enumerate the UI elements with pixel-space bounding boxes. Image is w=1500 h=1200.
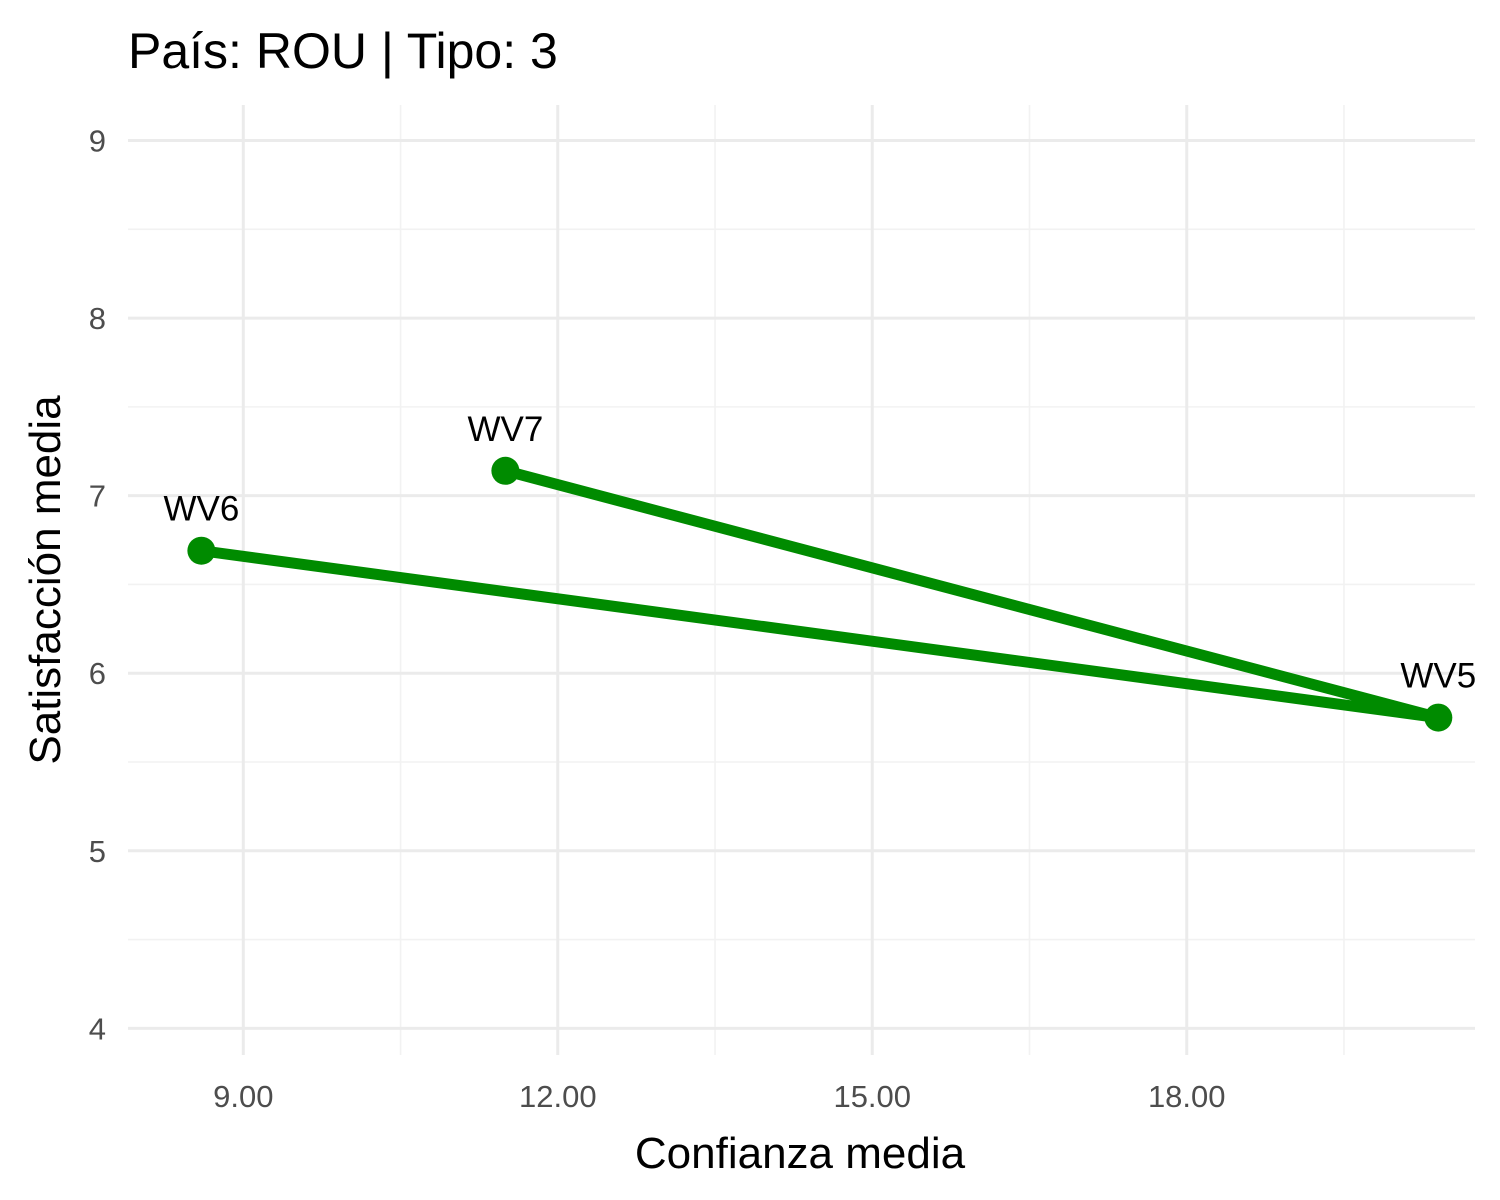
x-axis-title: Confianza media	[635, 1129, 966, 1178]
data-label-wv5: WV5	[1400, 657, 1476, 696]
y-tick-label: 9	[89, 124, 106, 159]
y-tick-label: 6	[89, 656, 106, 691]
y-tick-label: 4	[89, 1011, 106, 1046]
data-point-wv6	[187, 536, 216, 565]
y-tick-label: 5	[89, 834, 106, 869]
series-line	[195, 465, 1444, 724]
data-point-wv7	[491, 456, 520, 485]
y-axis-title: Satisfacción media	[21, 395, 70, 765]
data-point-wv5	[1424, 703, 1453, 732]
grid-minor	[128, 105, 1475, 1055]
data-points	[187, 456, 1453, 732]
data-label-wv6: WV6	[163, 490, 239, 529]
y-tick-label: 7	[89, 479, 106, 514]
x-axis-ticks: 9.00 12.00 15.00 18.00	[213, 1079, 1225, 1114]
grid-major	[128, 105, 1475, 1055]
chart-title: País: ROU | Tipo: 3	[128, 23, 558, 79]
y-tick-label: 8	[89, 301, 106, 336]
data-label-wv7: WV7	[467, 410, 543, 449]
x-tick-label: 18.00	[1148, 1079, 1226, 1114]
x-tick-label: 12.00	[519, 1079, 597, 1114]
series-path	[195, 465, 1444, 724]
x-tick-label: 9.00	[213, 1079, 273, 1114]
y-axis-ticks: 4 5 6 7 8 9	[89, 124, 106, 1047]
data-labels: WV5 WV6 WV7	[163, 410, 1476, 696]
x-tick-label: 15.00	[833, 1079, 911, 1114]
